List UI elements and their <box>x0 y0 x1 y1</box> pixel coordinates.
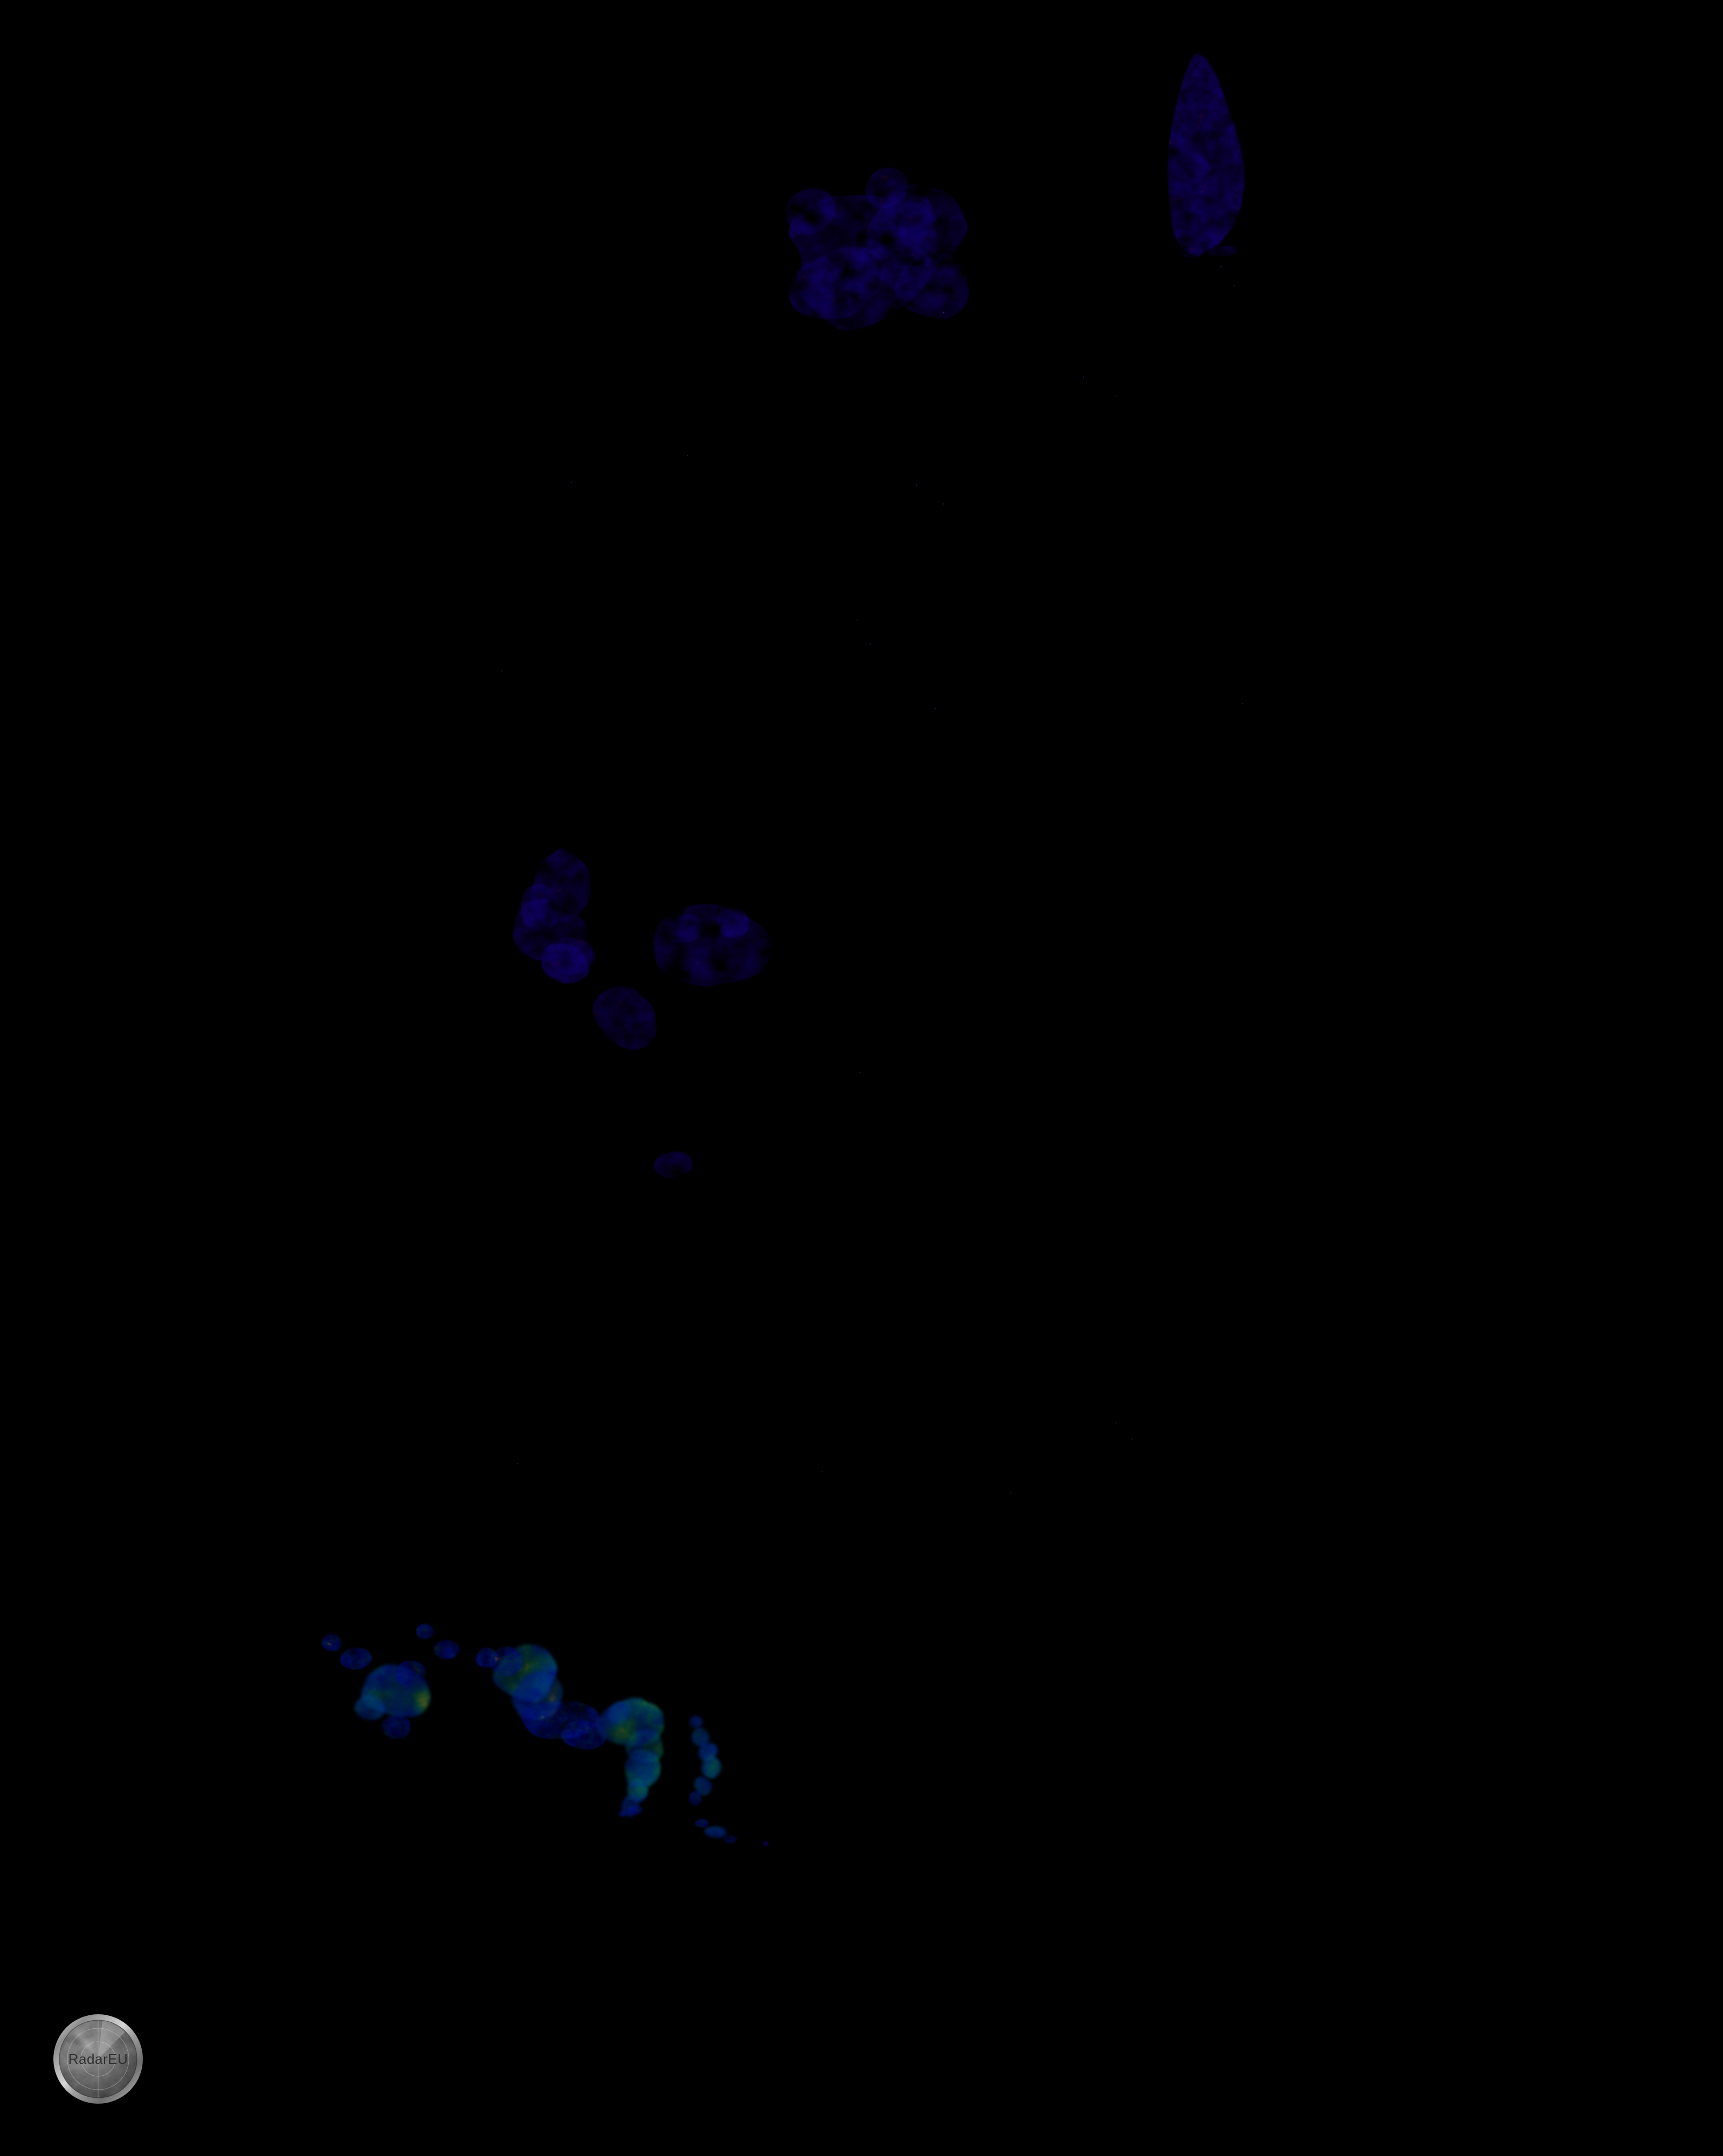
svg-text:RadarEU: RadarEU <box>68 2051 128 2067</box>
